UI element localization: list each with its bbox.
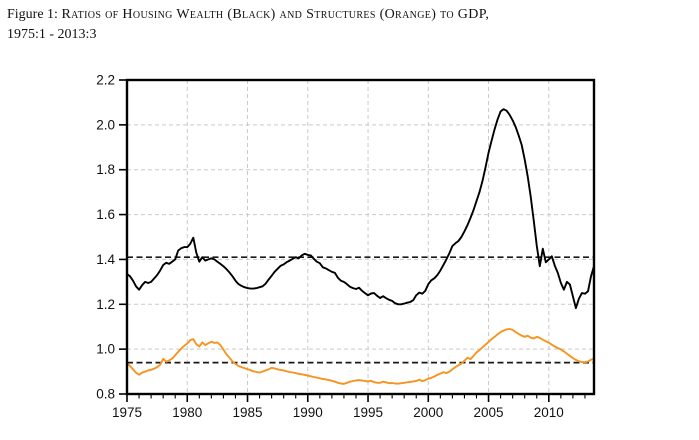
- y-tick-label: 1.8: [96, 162, 115, 177]
- x-tick-label: 1990: [293, 405, 323, 420]
- x-tick-label: 1985: [232, 405, 262, 420]
- housing-wealth-line: [126, 108, 595, 310]
- y-tick-label: 2.0: [96, 117, 115, 132]
- x-tick-label: 2010: [534, 405, 564, 420]
- y-tick-label: 1.4: [96, 252, 115, 267]
- y-tick-label: 0.8: [96, 387, 115, 402]
- y-tick-label: 2.2: [96, 73, 115, 88]
- x-tick-label: 1975: [112, 405, 142, 420]
- x-tick-label: 2005: [474, 405, 504, 420]
- y-tick-label: 1.2: [96, 297, 115, 312]
- x-tick-label: 1980: [172, 405, 202, 420]
- caption-title: Ratios of Housing Wealth (Black) and Str…: [61, 7, 490, 22]
- x-tick-label: 1995: [353, 405, 383, 420]
- caption-date-range: 1975:1 - 2013:3: [7, 26, 97, 42]
- caption-prefix: Figure 1:: [7, 7, 58, 22]
- figure-caption: Figure 1: Ratios of Housing Wealth (Blac…: [7, 5, 699, 45]
- x-tick-label: 2000: [413, 405, 443, 420]
- plot-border: [125, 78, 596, 396]
- structures-line: [126, 328, 595, 385]
- y-tick-label: 1.0: [96, 342, 115, 357]
- y-tick-label: 1.6: [96, 207, 115, 222]
